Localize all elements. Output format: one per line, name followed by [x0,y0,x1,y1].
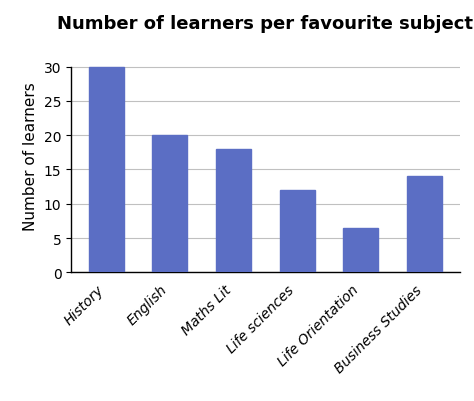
Bar [407,177,442,273]
Bar [216,150,251,273]
Bar [344,228,378,273]
Title: Number of learners per favourite subject: Number of learners per favourite subject [57,15,474,33]
Y-axis label: Number of learners: Number of learners [23,82,38,231]
Bar [153,136,187,273]
Bar [89,67,124,273]
Bar [280,190,315,273]
